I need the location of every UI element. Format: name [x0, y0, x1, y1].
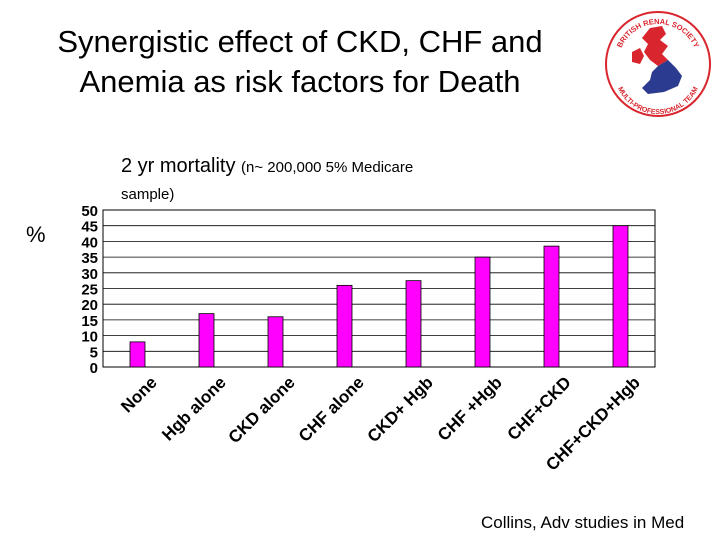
y-tick-label: 35 — [81, 250, 98, 267]
y-tick-label: 45 — [81, 219, 98, 236]
bar — [612, 225, 629, 368]
bar — [474, 256, 491, 368]
slide-title: Synergistic effect of CKD, CHF and Anemi… — [0, 22, 600, 102]
title-line-2: Anemia as risk factors for Death — [79, 64, 521, 99]
map-ireland-icon — [632, 48, 644, 64]
bar — [336, 284, 353, 368]
bar — [543, 245, 560, 368]
x-tick-label: CHF+CKD — [504, 373, 575, 444]
subtitle-line-2: sample) — [121, 186, 175, 203]
subtitle-main: 2 yr mortality — [121, 155, 236, 177]
bar — [405, 280, 422, 368]
bar — [198, 313, 215, 368]
map-red-icon — [642, 26, 668, 66]
x-tick-label: None — [117, 373, 160, 416]
y-tick-label: 10 — [81, 329, 98, 346]
y-tick-label: 20 — [81, 297, 98, 314]
y-tick-label: 40 — [81, 234, 98, 251]
x-tick-label: CHF +Hgb — [434, 373, 506, 445]
x-tick-label: CHF alone — [295, 373, 368, 446]
bar — [267, 316, 284, 368]
y-tick-label: 15 — [81, 313, 98, 330]
x-tick-label: Hgb alone — [158, 373, 230, 445]
y-tick-label: 25 — [81, 282, 98, 299]
y-tick-label: 30 — [81, 266, 98, 283]
y-tick-label: 5 — [90, 344, 98, 361]
british-renal-society-logo: BRITISH RENAL SOCIETY MULTI-PROFESSIONAL… — [605, 11, 711, 117]
title-line-1: Synergistic effect of CKD, CHF and — [57, 24, 543, 59]
citation: Collins, Adv studies in Med — [481, 513, 685, 532]
chart-subtitle: 2 yr mortality (n~ 200,000 5% Medicare — [121, 155, 413, 178]
subtitle-paren: (n~ 200,000 5% Medicare — [241, 159, 414, 176]
map-blue-icon — [642, 60, 682, 94]
x-tick-label: CKD+ Hgb — [364, 373, 437, 446]
y-tick-label: 0 — [90, 360, 98, 377]
bar — [129, 341, 146, 368]
y-tick-label: 50 — [81, 203, 98, 220]
x-tick-label: CKD alone — [225, 373, 299, 447]
y-axis-symbol: % — [26, 222, 46, 247]
